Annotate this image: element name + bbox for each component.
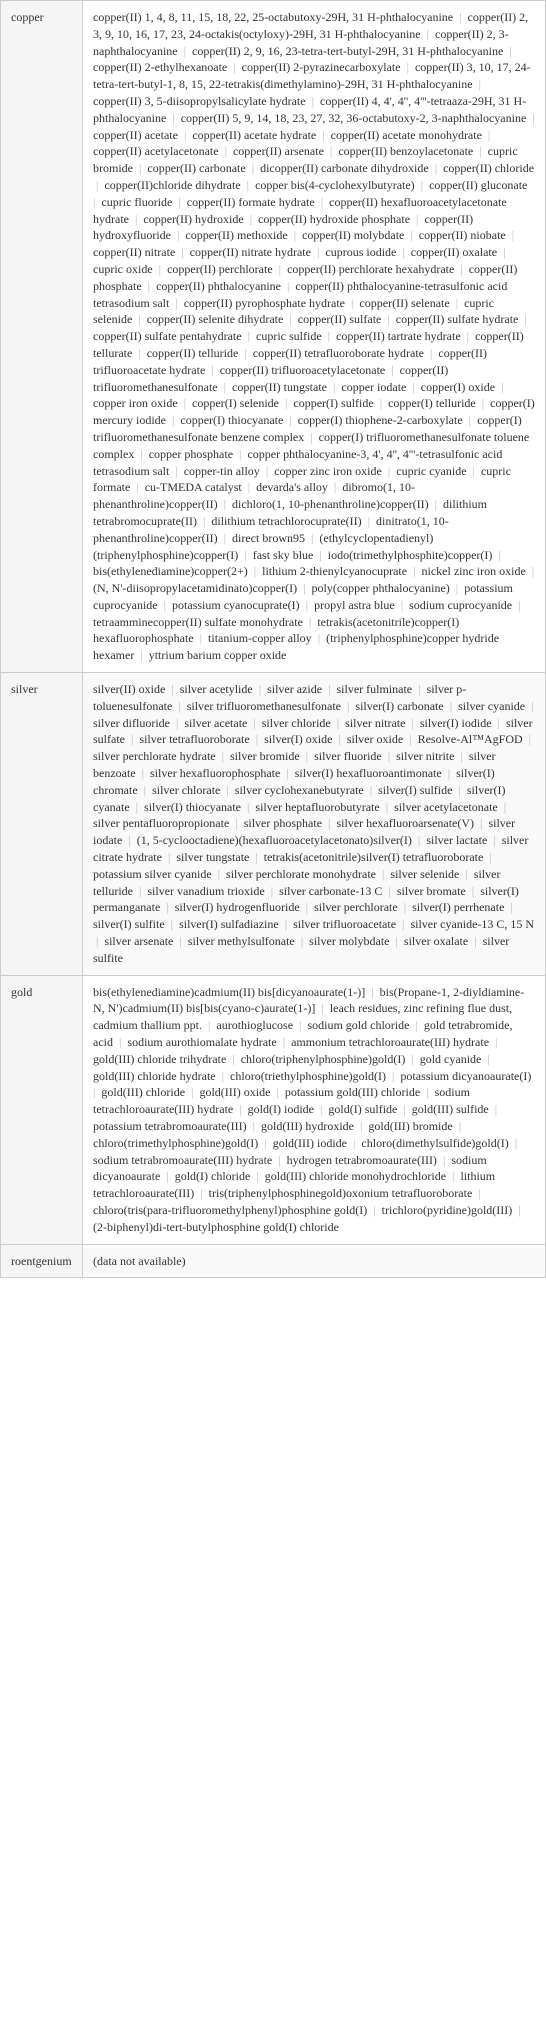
compounds-list: silver(II) oxide | silver acetylide | si… xyxy=(83,673,546,976)
table-row: goldbis(ethylenediamine)cadmium(II) bis[… xyxy=(1,975,546,1244)
element-label: gold xyxy=(1,975,83,1244)
table-row: coppercopper(II) 1, 4, 8, 11, 15, 18, 22… xyxy=(1,1,546,673)
element-label: silver xyxy=(1,673,83,976)
compounds-list: copper(II) 1, 4, 8, 11, 15, 18, 22, 25-o… xyxy=(83,1,546,673)
compounds-list: bis(ethylenediamine)cadmium(II) bis[dicy… xyxy=(83,975,546,1244)
table-row: roentgenium(data not available) xyxy=(1,1244,546,1278)
table-row: silversilver(II) oxide | silver acetylid… xyxy=(1,673,546,976)
element-label: copper xyxy=(1,1,83,673)
compounds-table: coppercopper(II) 1, 4, 8, 11, 15, 18, 22… xyxy=(0,0,546,1278)
compounds-list: (data not available) xyxy=(83,1244,546,1278)
element-label: roentgenium xyxy=(1,1244,83,1278)
